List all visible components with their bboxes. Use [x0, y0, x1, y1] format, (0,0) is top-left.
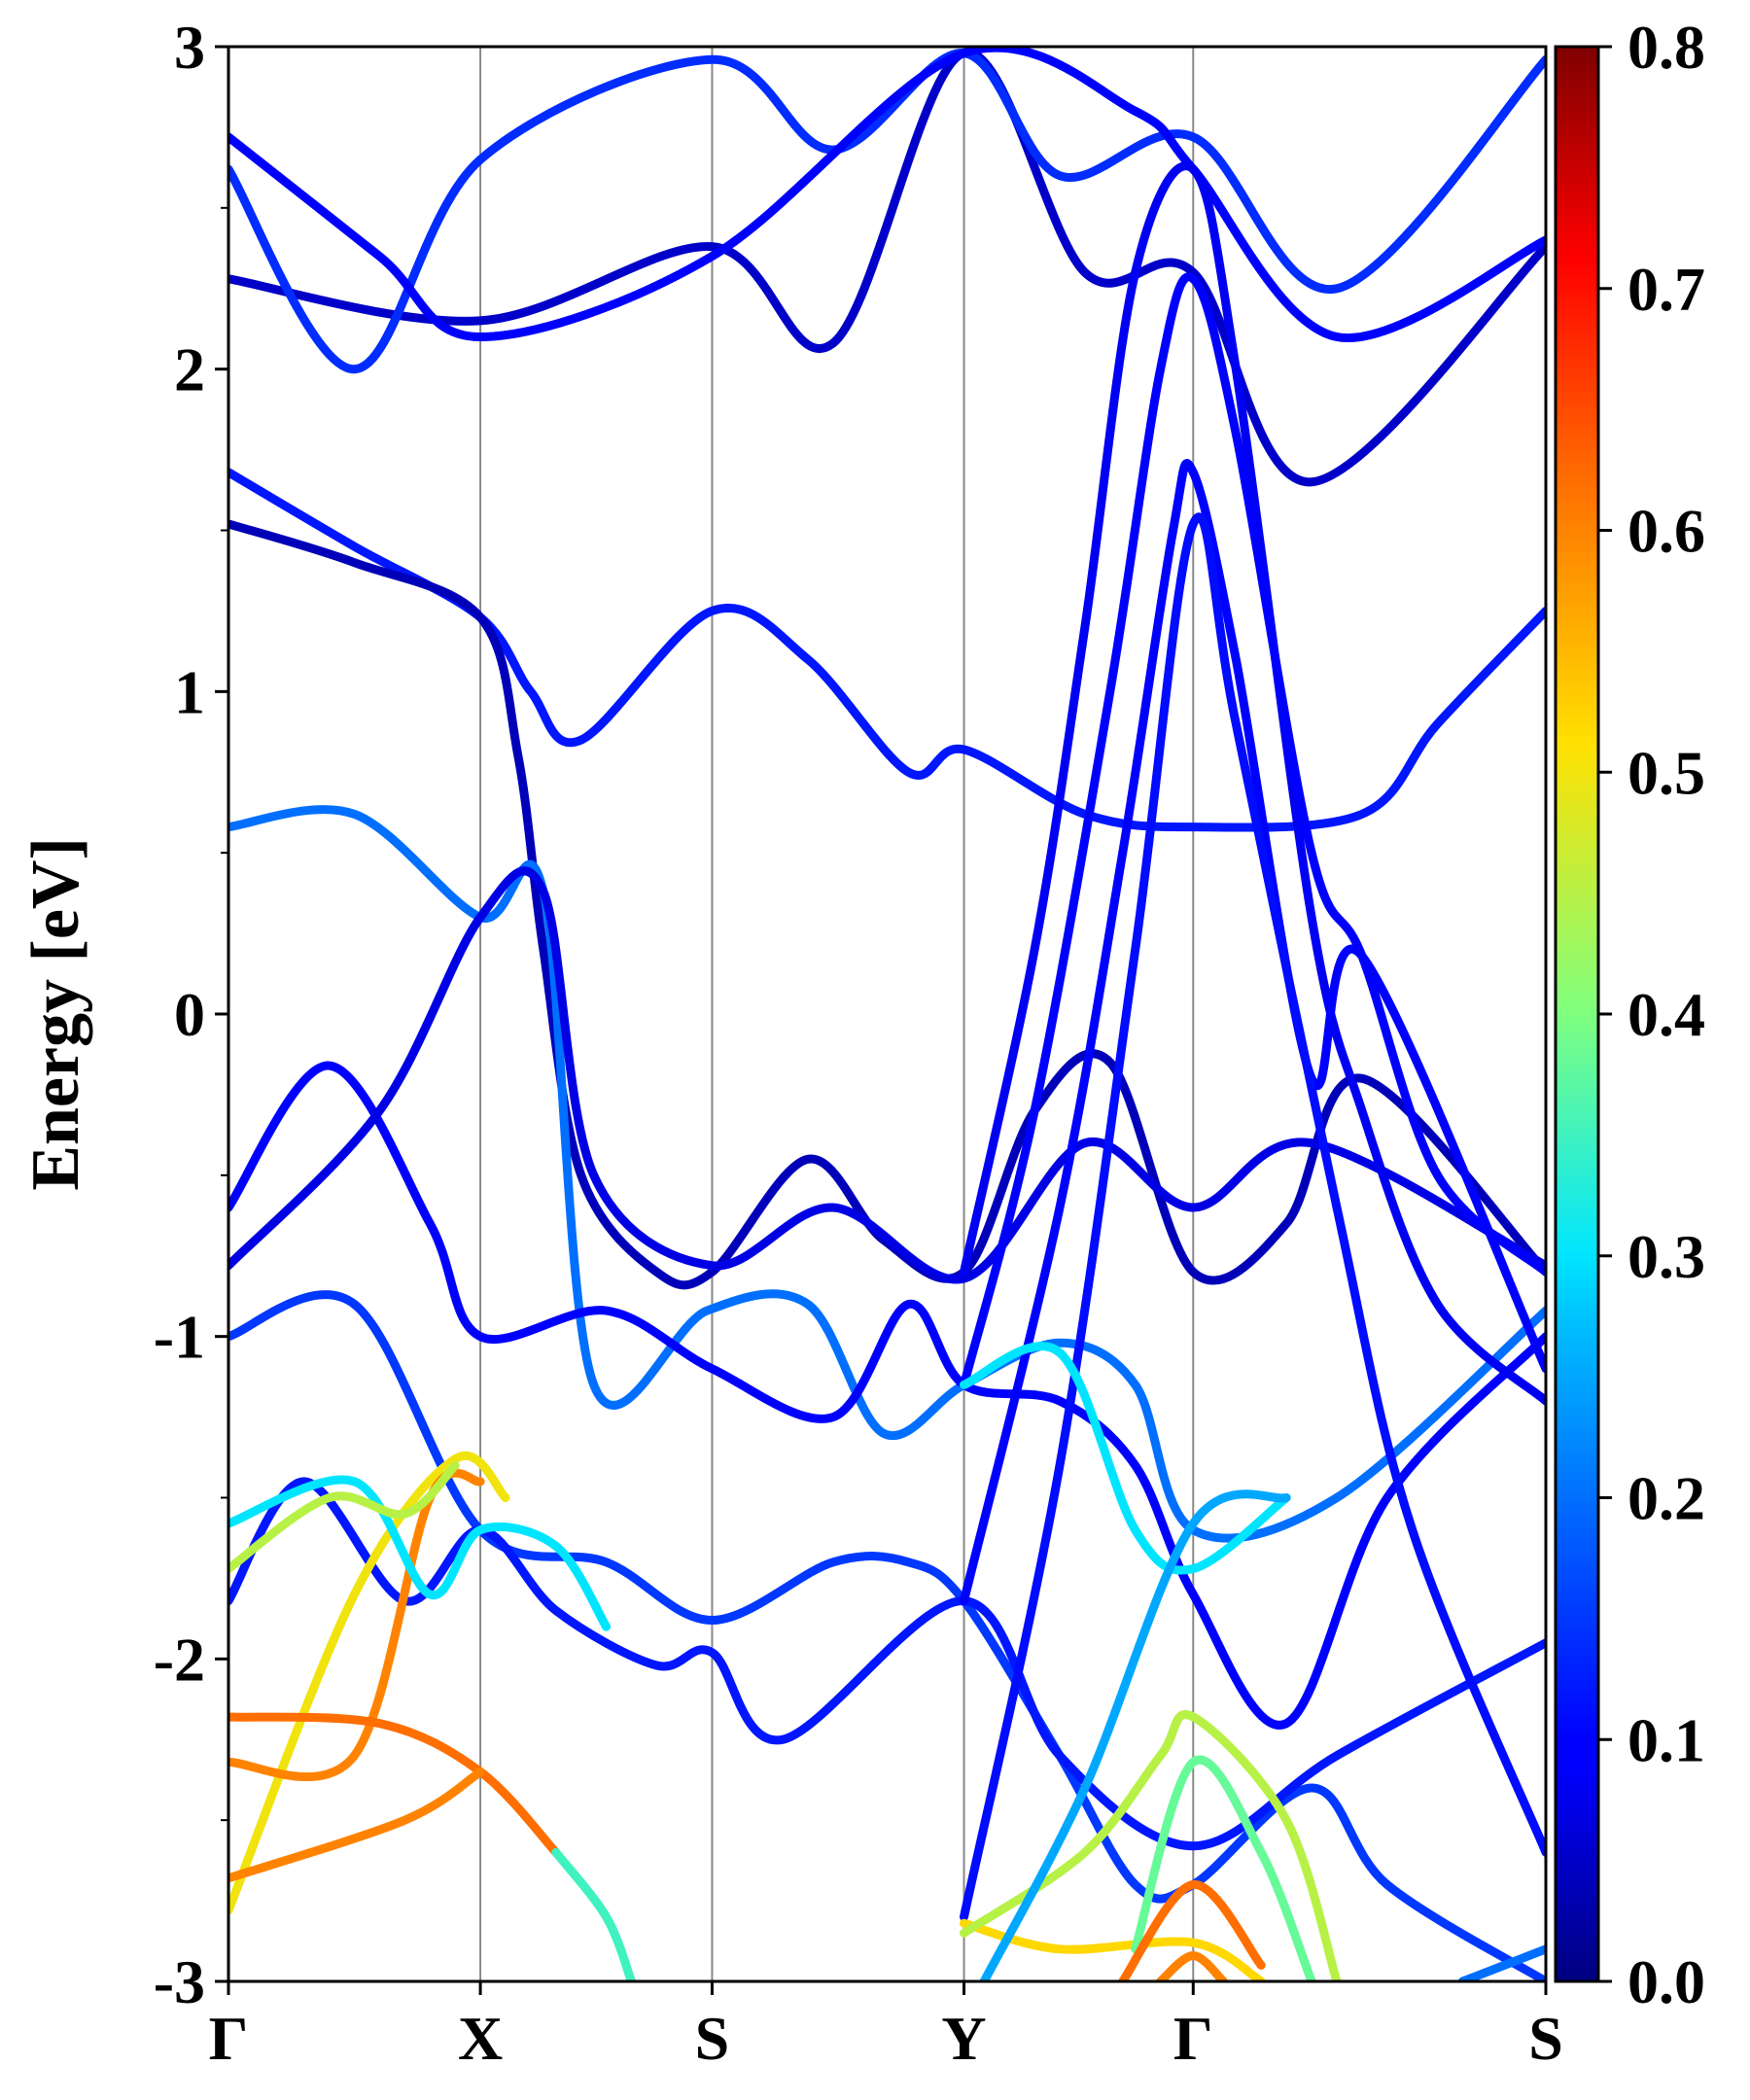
- y-tick-label-4: 1: [174, 657, 205, 726]
- band-line-13: [960, 512, 1546, 1922]
- high-symmetry-lines: [479, 47, 1195, 1981]
- band-line-10: [960, 161, 1546, 1406]
- band-line-14: [228, 1452, 510, 1915]
- band-line-17: [228, 1767, 485, 1883]
- colorbar-tick-label-2: 0.2: [1628, 1464, 1705, 1533]
- colorbar-tick-label-5: 0.5: [1628, 738, 1705, 807]
- plot-area: -3 -2 -1 0 1 2 3 Γ X S Y Γ S Energy [eV]: [18, 13, 1563, 2073]
- colorbar-tick-label-1: 0.1: [1628, 1705, 1705, 1774]
- x-tick-label-1: X: [458, 2004, 503, 2073]
- y-tick-label-3: 0: [174, 980, 205, 1049]
- y-axis-ticks: -3 -2 -1 0 1 2 3: [154, 13, 228, 2016]
- band-line-21: [960, 1342, 1291, 1575]
- band-line-16: [228, 1712, 561, 1857]
- band-line-19: [228, 1460, 460, 1573]
- colorbar-tick-label-0: 0.0: [1628, 1947, 1705, 2016]
- colorbar-tick-label-8: 0.8: [1628, 13, 1705, 82]
- band-lines: [228, 47, 1546, 1981]
- x-tick-label-3: Y: [941, 2004, 986, 2073]
- x-tick-label-4: Γ: [1173, 2004, 1213, 2073]
- band-line-11: [960, 272, 1546, 1389]
- y-tick-label-6: 3: [174, 13, 205, 82]
- band-line-9: [228, 47, 1546, 343]
- y-tick-label-5: 2: [174, 335, 205, 404]
- band-line-18: [228, 1475, 612, 1631]
- band-line-5: [228, 1290, 1546, 1981]
- y-tick-label-0: -3: [154, 1947, 205, 2016]
- colorbar-gradient: [1554, 45, 1600, 1983]
- band-line-8: [228, 49, 1546, 374]
- y-tick-label-2: -1: [154, 1303, 205, 1372]
- y-tick-label-1: -2: [154, 1625, 205, 1694]
- band-line-6: [228, 1477, 1546, 1851]
- colorbar-ticks: 0.0 0.1 0.2 0.3 0.4 0.5 0.6 0.7 0.8: [1598, 13, 1705, 2016]
- x-tick-label-5: S: [1528, 2004, 1563, 2073]
- band-line-23: [960, 1710, 1342, 1981]
- band-line-20: [551, 1847, 636, 1981]
- band-line-4: [228, 866, 1546, 1284]
- colorbar-tick-label-3: 0.3: [1628, 1222, 1705, 1291]
- x-tick-label-0: Γ: [209, 2004, 249, 2073]
- colorbar-tick-label-6: 0.6: [1628, 497, 1705, 566]
- y-axis-label: Energy [eV]: [18, 837, 93, 1191]
- band-line-28: [1458, 1944, 1546, 1981]
- band-line-0: [228, 468, 1546, 832]
- colorbar-tick-label-4: 0.4: [1628, 980, 1705, 1049]
- band-line-27: [979, 1489, 1291, 1981]
- colorbar-tick-label-7: 0.7: [1628, 255, 1705, 324]
- colorbar: 0.0 0.1 0.2 0.3 0.4 0.5 0.6 0.7 0.8: [1554, 13, 1705, 2016]
- band-line-26: [1156, 1951, 1228, 1981]
- band-line-25: [1118, 1880, 1266, 1981]
- band-line-1: [228, 519, 1546, 1290]
- x-tick-label-2: S: [695, 2004, 730, 2073]
- band-line-12: [960, 459, 1546, 1606]
- band-line-3: [228, 1061, 1546, 1730]
- band-line-24: [1131, 1755, 1316, 1981]
